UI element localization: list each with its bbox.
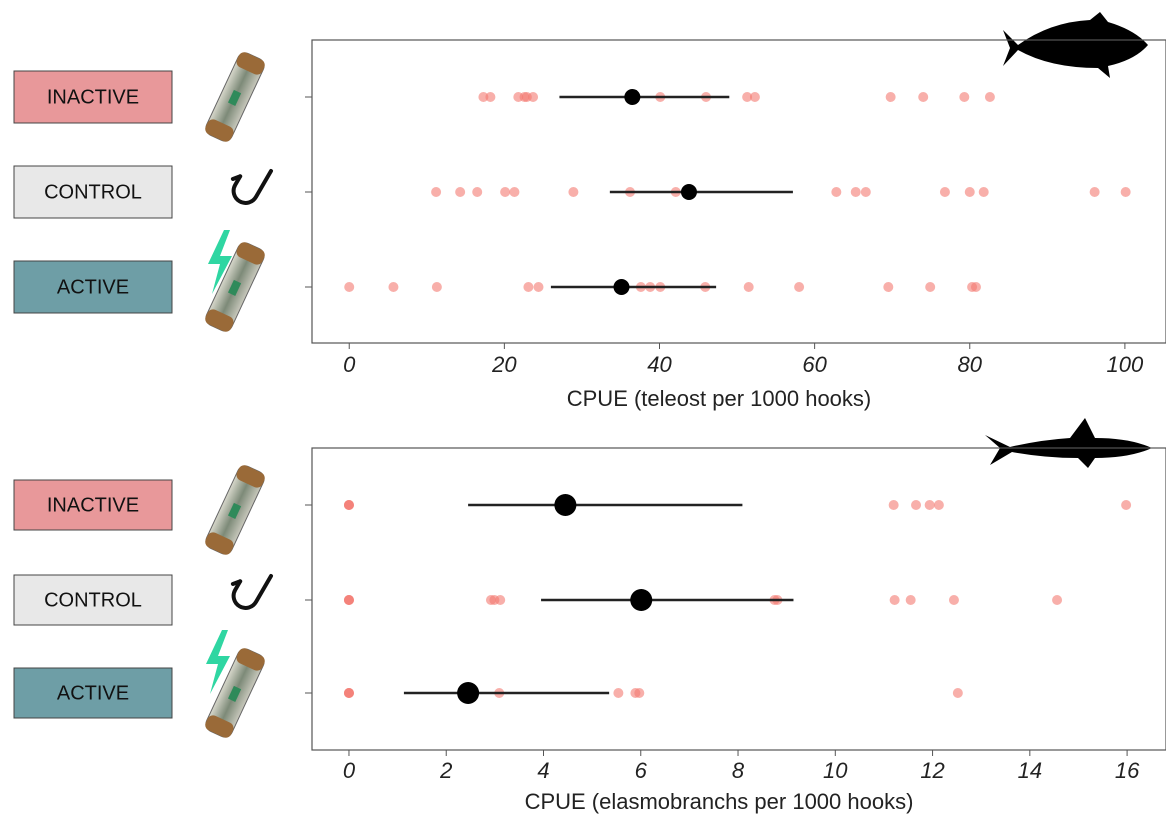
data-point <box>794 282 805 292</box>
shark-icon <box>985 418 1152 468</box>
x-axis-label: CPUE (elasmobranchs per 1000 hooks) <box>525 789 914 814</box>
x-tick-label: 10 <box>823 758 848 783</box>
icons <box>202 12 1152 741</box>
data-point <box>924 500 935 510</box>
data-point <box>948 595 959 605</box>
data-point <box>509 187 520 197</box>
x-tick-label: 14 <box>1018 758 1042 783</box>
group-box <box>13 574 173 626</box>
x-tick-label: 20 <box>491 352 517 377</box>
x-tick-label: 80 <box>958 352 983 377</box>
data-point <box>885 92 896 102</box>
data-point <box>343 500 354 510</box>
data-point <box>933 500 944 510</box>
group-box <box>13 260 173 314</box>
data-point <box>970 282 981 292</box>
mean-point <box>624 89 641 105</box>
x-tick-label: 4 <box>537 758 549 783</box>
data-point <box>533 282 544 292</box>
mean-point <box>554 494 577 516</box>
x-axis-label: CPUE (teleost per 1000 hooks) <box>567 386 872 411</box>
data-point <box>749 92 760 102</box>
group-label: INACTIVE <box>47 86 139 108</box>
group-box <box>13 479 173 531</box>
group-label: INACTIVE <box>47 494 139 516</box>
data-point <box>888 500 899 510</box>
data-point <box>455 187 466 197</box>
group-box <box>13 165 173 219</box>
data-point <box>889 595 900 605</box>
data-point <box>478 92 489 102</box>
x-tick-label: 6 <box>635 758 648 783</box>
data-point <box>883 282 894 292</box>
group-label: ACTIVE <box>57 682 129 704</box>
data-point <box>918 92 929 102</box>
data-point <box>905 595 916 605</box>
data-point <box>634 688 645 698</box>
data-point <box>431 282 442 292</box>
x-tick-label: 2 <box>439 758 452 783</box>
mean-point <box>613 279 630 295</box>
x-tick-label: 60 <box>802 352 827 377</box>
data-point <box>523 282 534 292</box>
data-point <box>743 282 754 292</box>
plot-frame <box>311 447 1166 751</box>
group-label: ACTIVE <box>57 276 129 298</box>
data-point <box>1121 500 1132 510</box>
data-point <box>860 187 871 197</box>
group-box <box>13 70 173 124</box>
x-tick-label: 100 <box>1107 352 1144 377</box>
data-point <box>500 187 511 197</box>
data-point <box>939 187 950 197</box>
mean-point <box>457 682 480 704</box>
data-point <box>343 688 354 698</box>
data-point <box>1120 187 1131 197</box>
data-point <box>952 688 963 698</box>
x-tick-label: 12 <box>920 758 944 783</box>
data-point <box>984 92 995 102</box>
mean-point <box>630 589 653 611</box>
data-point <box>964 187 975 197</box>
data-point <box>568 187 579 197</box>
mean-point <box>680 184 697 200</box>
data-point <box>978 187 989 197</box>
data-point <box>495 595 506 605</box>
data-point <box>344 282 355 292</box>
x-tick-label: 16 <box>1115 758 1140 783</box>
data-point <box>831 187 842 197</box>
group-label: CONTROL <box>44 181 142 203</box>
data-point <box>742 92 753 102</box>
data-point <box>472 187 483 197</box>
data-point <box>343 595 354 605</box>
data-point <box>925 282 936 292</box>
x-tick-label: 0 <box>343 758 356 783</box>
data-point <box>911 500 922 510</box>
data-point <box>431 187 442 197</box>
x-tick-label: 0 <box>343 352 356 377</box>
group-box <box>13 667 173 719</box>
data-point <box>528 92 539 102</box>
data-point <box>1052 595 1063 605</box>
x-tick-label: 40 <box>647 352 672 377</box>
data-point <box>388 282 399 292</box>
data-point <box>485 92 496 102</box>
data-point <box>1089 187 1100 197</box>
group-label: CONTROL <box>44 589 142 611</box>
data-point <box>850 187 861 197</box>
tuna-icon <box>1003 12 1148 78</box>
data-point <box>613 688 624 698</box>
x-tick-label: 8 <box>732 758 745 783</box>
data-point <box>959 92 970 102</box>
